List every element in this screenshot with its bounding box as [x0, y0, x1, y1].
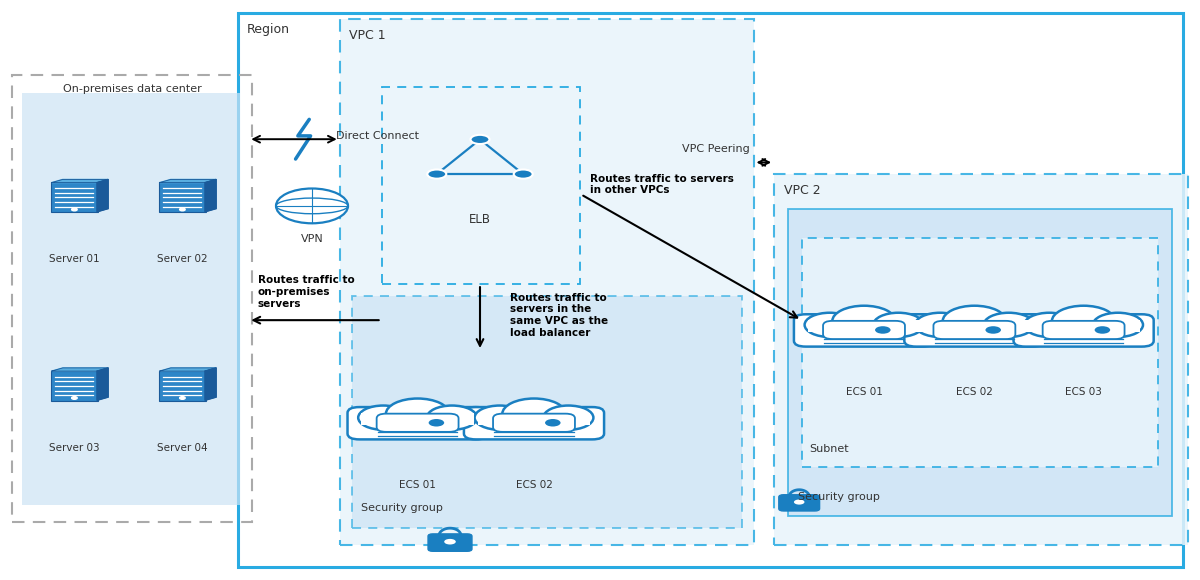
Circle shape — [72, 397, 77, 399]
Polygon shape — [205, 368, 216, 400]
Circle shape — [386, 398, 449, 429]
Text: ECS 02: ECS 02 — [956, 387, 992, 397]
Circle shape — [916, 313, 965, 337]
Circle shape — [874, 313, 924, 337]
Polygon shape — [160, 179, 216, 183]
FancyBboxPatch shape — [779, 495, 820, 511]
FancyBboxPatch shape — [158, 182, 206, 212]
Text: ECS 01: ECS 01 — [400, 480, 436, 490]
Circle shape — [1025, 313, 1074, 337]
Text: Server 01: Server 01 — [49, 254, 100, 264]
Bar — [802, 238, 1158, 467]
Circle shape — [276, 188, 348, 223]
Text: Routes traffic to
on-premises
servers: Routes traffic to on-premises servers — [258, 276, 355, 309]
Text: VPC 1: VPC 1 — [349, 29, 386, 42]
Circle shape — [1052, 306, 1115, 336]
Circle shape — [72, 208, 77, 211]
FancyBboxPatch shape — [361, 413, 474, 425]
FancyBboxPatch shape — [918, 320, 1031, 332]
Text: ECS 01: ECS 01 — [846, 387, 882, 397]
Circle shape — [428, 419, 444, 426]
Circle shape — [180, 208, 185, 211]
Text: VPC 2: VPC 2 — [784, 184, 821, 197]
FancyBboxPatch shape — [428, 534, 472, 551]
Circle shape — [358, 405, 408, 430]
Circle shape — [475, 405, 524, 430]
Text: Routes traffic to
servers in the
same VPC as the
load balancer: Routes traffic to servers in the same VP… — [510, 293, 608, 338]
Bar — [382, 87, 580, 284]
Circle shape — [180, 397, 185, 399]
Text: Routes traffic to servers
in other VPCs: Routes traffic to servers in other VPCs — [590, 173, 734, 195]
FancyBboxPatch shape — [823, 321, 905, 339]
Bar — [774, 174, 1188, 545]
Text: Direct Connect: Direct Connect — [336, 131, 419, 142]
Bar — [340, 19, 754, 545]
FancyBboxPatch shape — [464, 407, 604, 440]
Text: Security group: Security group — [798, 492, 880, 502]
Circle shape — [427, 169, 446, 179]
Text: Server 03: Server 03 — [49, 443, 100, 452]
Circle shape — [503, 398, 565, 429]
Text: Region: Region — [247, 23, 290, 36]
Bar — [238, 13, 1183, 567]
Circle shape — [1094, 326, 1110, 334]
Circle shape — [985, 326, 1001, 334]
Bar — [788, 209, 1172, 516]
FancyBboxPatch shape — [794, 314, 934, 347]
Bar — [352, 296, 742, 528]
Bar — [22, 93, 240, 505]
FancyBboxPatch shape — [50, 371, 98, 401]
Circle shape — [984, 313, 1034, 337]
Circle shape — [444, 539, 456, 545]
Text: Subnet: Subnet — [809, 444, 848, 454]
Text: Server 02: Server 02 — [157, 254, 208, 264]
Circle shape — [943, 306, 1006, 336]
Text: Security group: Security group — [361, 503, 443, 513]
FancyBboxPatch shape — [50, 182, 98, 212]
Polygon shape — [97, 368, 108, 400]
Circle shape — [875, 326, 890, 334]
Polygon shape — [205, 179, 216, 212]
Circle shape — [794, 499, 804, 505]
FancyBboxPatch shape — [934, 321, 1015, 339]
Circle shape — [804, 313, 854, 337]
Text: ELB: ELB — [469, 213, 491, 226]
Circle shape — [833, 306, 895, 336]
FancyBboxPatch shape — [808, 320, 920, 332]
Bar — [12, 75, 252, 522]
FancyBboxPatch shape — [1027, 320, 1140, 332]
Circle shape — [470, 135, 490, 144]
FancyBboxPatch shape — [478, 413, 590, 425]
Text: On-premises data center: On-premises data center — [62, 84, 202, 94]
Circle shape — [544, 405, 594, 430]
Text: Server 04: Server 04 — [157, 443, 208, 452]
Circle shape — [545, 419, 560, 426]
FancyBboxPatch shape — [1014, 314, 1153, 347]
FancyBboxPatch shape — [905, 314, 1044, 347]
FancyBboxPatch shape — [493, 414, 575, 432]
Text: VPC Peering: VPC Peering — [683, 144, 750, 154]
FancyBboxPatch shape — [158, 371, 206, 401]
Text: VPN: VPN — [301, 234, 323, 244]
FancyBboxPatch shape — [1043, 321, 1124, 339]
Polygon shape — [52, 179, 108, 183]
FancyBboxPatch shape — [377, 414, 458, 432]
Circle shape — [514, 169, 533, 179]
FancyBboxPatch shape — [348, 407, 487, 440]
Polygon shape — [97, 179, 108, 212]
Text: ECS 03: ECS 03 — [1066, 387, 1102, 397]
Polygon shape — [160, 368, 216, 371]
Text: ECS 02: ECS 02 — [516, 480, 552, 490]
Polygon shape — [52, 368, 108, 371]
Circle shape — [427, 405, 478, 430]
Circle shape — [1093, 313, 1142, 337]
